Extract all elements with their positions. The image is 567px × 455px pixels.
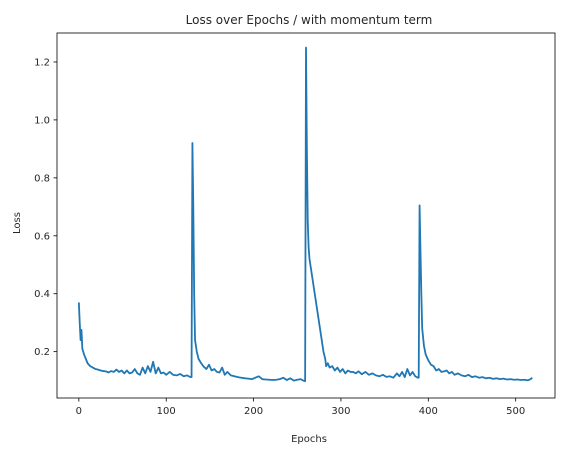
x-axis-ticks: 0 100 200 300 400 500	[76, 398, 525, 417]
x-tick-label: 0	[76, 406, 82, 417]
y-axis-ticks: 0.2 0.4 0.6 0.8 1.0 1.2	[34, 57, 57, 358]
x-tick-label: 300	[331, 406, 350, 417]
x-tick-label: 400	[419, 406, 438, 417]
x-tick-label: 500	[506, 406, 525, 417]
plot-frame	[56, 32, 556, 399]
y-axis-label: Loss	[12, 212, 23, 234]
y-tick-label: 0.4	[34, 289, 50, 300]
loss-series-line	[77, 46, 533, 383]
x-tick-label: 100	[157, 406, 176, 417]
y-tick-label: 0.8	[34, 173, 50, 184]
x-tick-label: 200	[244, 406, 263, 417]
y-tick-label: 1.0	[34, 115, 50, 126]
x-axis-label: Epochs	[291, 434, 327, 445]
y-tick-label: 0.6	[34, 231, 50, 242]
y-tick-label: 1.2	[34, 57, 50, 68]
y-tick-label: 0.2	[34, 347, 50, 358]
chart-title: Loss over Epochs / with momentum term	[186, 13, 433, 27]
